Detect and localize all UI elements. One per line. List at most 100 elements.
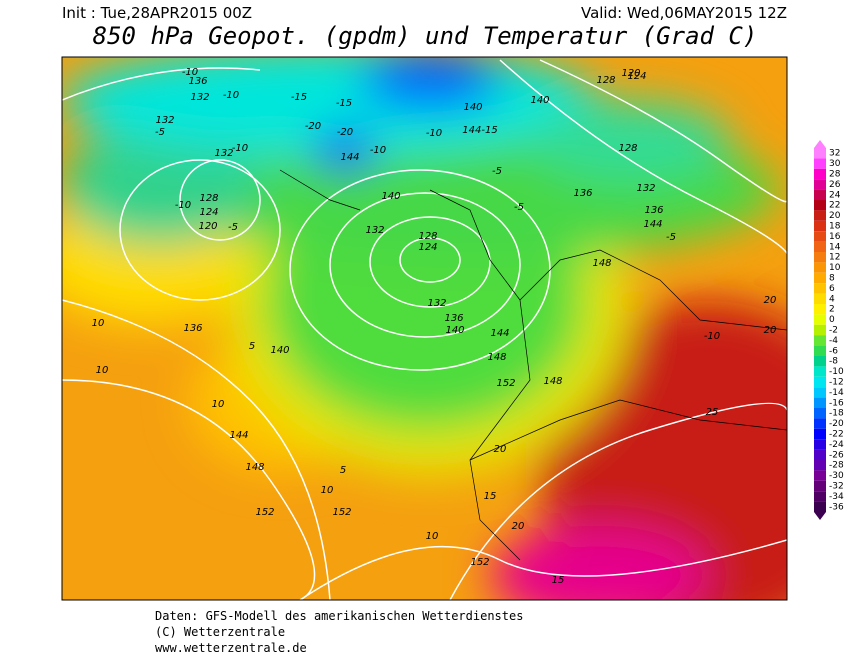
colorbar-swatch <box>814 210 826 221</box>
colorbar-swatch <box>814 335 826 346</box>
colorbar-label: -18 <box>829 409 844 419</box>
colorbar-swatch <box>814 324 826 336</box>
colorbar-swatch <box>814 387 826 398</box>
contour-label: 132 <box>214 148 233 159</box>
colorbar-label: 32 <box>829 149 840 159</box>
colorbar-label: 18 <box>829 222 841 232</box>
colorbar-swatch <box>814 345 826 356</box>
colorbar-label: 0 <box>829 315 835 325</box>
colorbar-cap <box>814 512 826 520</box>
contour-label: 120 <box>621 68 640 79</box>
contour-label: 140 <box>445 325 464 336</box>
colorbar-swatch <box>814 262 826 273</box>
colorbar-swatch <box>814 148 826 159</box>
colorbar-swatch <box>814 168 826 180</box>
colorbar-swatch <box>814 283 826 294</box>
contour-label: 140 <box>463 102 482 113</box>
contour-label: -10 <box>370 145 386 156</box>
colorbar-label: 8 <box>829 274 835 284</box>
contour-label: 136 <box>183 323 202 334</box>
colorbar-swatch <box>814 179 826 190</box>
colorbar-swatch <box>814 408 826 419</box>
contour-label: 124 <box>627 71 646 82</box>
contour-label: 20 <box>764 295 777 306</box>
contour-label: -10 <box>182 67 198 78</box>
contour-label: -15 <box>336 98 352 109</box>
contour-label: 128 <box>199 193 218 204</box>
isohypses <box>62 59 787 600</box>
contour-label: 15 <box>552 575 565 586</box>
contour-label: 132 <box>427 298 446 309</box>
contour-label: -15 <box>291 92 307 103</box>
contour-label: 136 <box>644 205 663 216</box>
contour-label: 20 <box>494 444 507 455</box>
colorbar-label: 14 <box>829 242 841 252</box>
colorbar-label: 30 <box>829 159 841 169</box>
colorbar-label: 6 <box>829 284 835 294</box>
contour-label: 10 <box>426 531 439 542</box>
colorbar-swatch <box>814 231 826 242</box>
colorbar-swatch <box>814 449 826 460</box>
contour-label: 148 <box>245 462 264 473</box>
footer-line: www.wetterzentrale.de <box>155 641 307 655</box>
colorbar-label: 4 <box>829 294 835 304</box>
colorbar-swatch <box>814 356 826 367</box>
contour-label: -10 <box>704 331 720 342</box>
contour-label: -5 <box>514 202 524 213</box>
contour-label: 5 <box>249 341 255 352</box>
colorbar-label: -14 <box>829 388 844 398</box>
contour-label: 148 <box>543 376 562 387</box>
contour-label: 136 <box>444 313 463 324</box>
colorbar-swatch <box>814 491 826 502</box>
colorbar-swatch <box>814 501 826 512</box>
colorbar-label: -32 <box>829 482 844 492</box>
colorbar-swatch <box>814 376 826 388</box>
colorbar-label: -16 <box>829 398 844 408</box>
colorbar-swatch <box>814 241 826 252</box>
contour-label: 128 <box>418 231 437 242</box>
colorbar-cap <box>814 140 826 148</box>
contour-label: 10 <box>321 485 334 496</box>
colorbar-label: -2 <box>829 326 838 336</box>
colorbar-swatch <box>814 366 826 377</box>
colorbar-label: -24 <box>829 440 844 450</box>
contour-label: 128 <box>596 75 615 86</box>
colorbar-label: -12 <box>829 378 844 388</box>
colorbar-label: 26 <box>829 180 841 190</box>
colorbar: 32302826242220181614121086420-2-4-6-8-10… <box>814 140 844 520</box>
colorbar-label: -22 <box>829 430 844 440</box>
colorbar-label: -10 <box>829 367 844 377</box>
colorbar-label: 16 <box>829 232 841 242</box>
colorbar-label: -36 <box>829 502 844 512</box>
contour-label: 132 <box>155 115 174 126</box>
contour-label: 132 <box>190 92 209 103</box>
contour-label: 152 <box>255 507 274 518</box>
contour-label: 20 <box>764 325 777 336</box>
colorbar-swatch <box>814 272 826 284</box>
contour-label: 128 <box>618 143 637 154</box>
colorbar-swatch <box>814 480 826 492</box>
colorbar-swatch <box>814 439 826 450</box>
footer-line: (C) Wetterzentrale <box>155 625 285 639</box>
colorbar-swatch <box>814 252 826 263</box>
contour-label: 15 <box>484 491 497 502</box>
coastlines <box>279 169 787 561</box>
contour-label: 152 <box>496 378 515 389</box>
contour-label: -20 <box>337 127 353 138</box>
colorbar-label: -30 <box>829 471 844 481</box>
contour-label: 144 <box>490 328 509 339</box>
colorbar-label: -28 <box>829 461 844 471</box>
contour-label: 140 <box>270 345 289 356</box>
colorbar-label: -6 <box>829 346 838 356</box>
contour-label: 5 <box>340 465 346 476</box>
contour-label: 124 <box>418 242 437 253</box>
contour-label: 132 <box>636 183 655 194</box>
colorbar-swatch <box>814 397 826 408</box>
colorbar-label: 2 <box>829 305 835 315</box>
colorbar-label: -4 <box>829 336 838 346</box>
colorbar-label: 10 <box>829 263 841 273</box>
contour-label: 152 <box>470 557 489 568</box>
colorbar-swatch <box>814 158 826 169</box>
